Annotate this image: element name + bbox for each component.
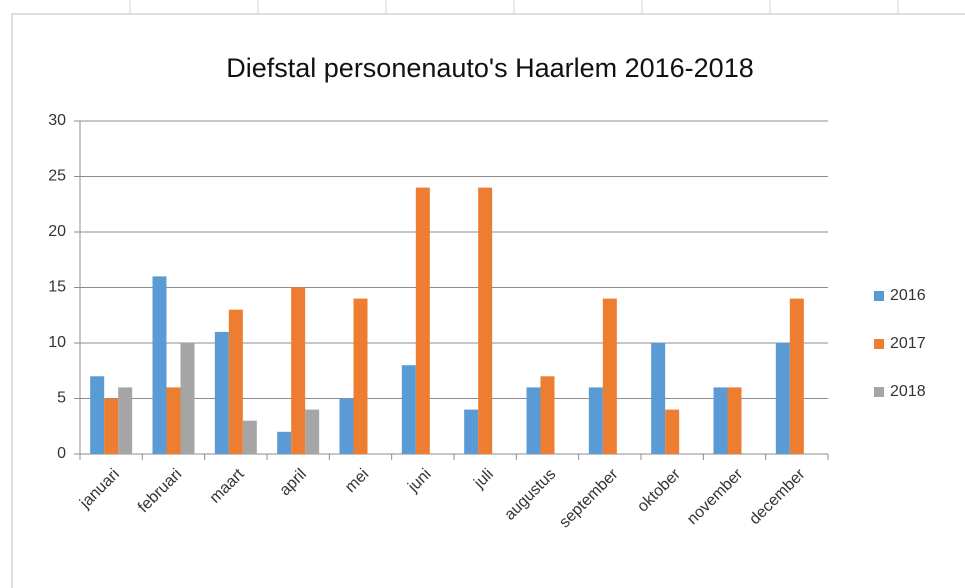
bar [789, 298, 804, 454]
bar [415, 187, 430, 454]
bar [152, 276, 167, 454]
bar [401, 365, 416, 454]
y-tick-label: 20 [48, 223, 66, 240]
legend-label: 2017 [890, 335, 926, 352]
sheet-grid [129, 0, 899, 14]
y-tick-label: 0 [57, 445, 66, 462]
bar [526, 387, 541, 454]
bar [104, 398, 119, 454]
bar [665, 409, 680, 454]
bar [228, 309, 243, 454]
bar [90, 376, 105, 454]
bar [166, 387, 181, 454]
bar [277, 431, 292, 454]
bar [602, 298, 617, 454]
bar [353, 298, 368, 454]
bar [727, 387, 742, 454]
bar [775, 343, 790, 454]
legend-swatch [874, 291, 884, 301]
bar [242, 420, 257, 454]
bar [478, 187, 493, 454]
bar [540, 376, 555, 454]
bar [180, 343, 195, 454]
bar [291, 287, 306, 454]
legend-label: 2016 [890, 287, 926, 304]
chart-title: Diefstal personenauto's Haarlem 2016-201… [226, 53, 753, 83]
y-tick-label: 30 [48, 112, 66, 129]
bar [651, 343, 666, 454]
bar [118, 387, 133, 454]
legend-label: 2018 [890, 383, 926, 400]
bar [713, 387, 728, 454]
y-tick-label: 25 [48, 168, 66, 185]
legend-swatch [874, 387, 884, 397]
bar [305, 409, 320, 454]
bar [588, 387, 603, 454]
y-tick-label: 15 [48, 279, 66, 296]
bar [339, 398, 354, 454]
legend-swatch [874, 339, 884, 349]
bar [214, 331, 229, 454]
y-tick-label: 5 [57, 390, 66, 407]
y-tick-label: 10 [48, 334, 66, 351]
bar [464, 409, 479, 454]
